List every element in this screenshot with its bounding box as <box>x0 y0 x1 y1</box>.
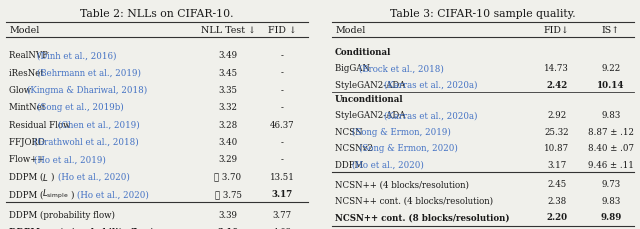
Text: 8.87 ± .12: 8.87 ± .12 <box>588 127 634 136</box>
Text: (Grathwohl et al., 2018): (Grathwohl et al., 2018) <box>34 137 138 146</box>
Text: NCSN++ cont. (8 blocks/resolution): NCSN++ cont. (8 blocks/resolution) <box>335 212 509 221</box>
Text: Flow++: Flow++ <box>10 155 47 164</box>
Text: 9.46 ± .11: 9.46 ± .11 <box>588 160 634 169</box>
Text: BigGAN: BigGAN <box>335 64 373 73</box>
Text: 3.49: 3.49 <box>218 51 237 60</box>
Text: 9.83: 9.83 <box>602 111 621 120</box>
Text: (Ho et al., 2020): (Ho et al., 2020) <box>77 189 149 198</box>
Text: DDPM cont. (probability flow): DDPM cont. (probability flow) <box>10 227 155 229</box>
Text: NCSN: NCSN <box>335 127 365 136</box>
Text: -: - <box>281 137 284 146</box>
Text: RealNVP: RealNVP <box>10 51 51 60</box>
Text: iResNet: iResNet <box>10 68 47 77</box>
Text: Model: Model <box>335 26 365 35</box>
Text: $L_\mathrm{simple}$: $L_\mathrm{simple}$ <box>42 187 68 200</box>
Text: (Kingma & Dhariwal, 2018): (Kingma & Dhariwal, 2018) <box>27 85 147 95</box>
Text: Table 3: CIFAR-10 sample quality.: Table 3: CIFAR-10 sample quality. <box>390 9 575 19</box>
Text: (Dinh et al., 2016): (Dinh et al., 2016) <box>37 51 116 60</box>
Text: 3.45: 3.45 <box>218 68 237 77</box>
Text: -: - <box>281 51 284 60</box>
Text: ⩽ 3.70: ⩽ 3.70 <box>214 172 241 181</box>
Text: ): ) <box>71 189 77 198</box>
Text: Residual Flow: Residual Flow <box>10 120 74 129</box>
Text: -: - <box>281 103 284 112</box>
Text: FID ↓: FID ↓ <box>268 26 297 35</box>
Text: 3.32: 3.32 <box>218 103 237 112</box>
Text: 3.39: 3.39 <box>218 210 237 219</box>
Text: 3.17: 3.17 <box>547 160 566 169</box>
Text: 2.42: 2.42 <box>546 80 567 89</box>
Text: (Ho et al., 2020): (Ho et al., 2020) <box>353 160 424 169</box>
Text: 9.22: 9.22 <box>602 64 621 73</box>
Text: 25.32: 25.32 <box>545 127 569 136</box>
Text: $L$: $L$ <box>42 171 48 182</box>
Text: FFJORD: FFJORD <box>10 137 48 146</box>
Text: 9.83: 9.83 <box>602 196 621 205</box>
Text: 9.89: 9.89 <box>600 212 621 221</box>
Text: 14.73: 14.73 <box>545 64 569 73</box>
Text: -: - <box>281 68 284 77</box>
Text: (Karras et al., 2020a): (Karras et al., 2020a) <box>383 80 477 89</box>
Text: Model: Model <box>10 26 40 35</box>
Text: 3.77: 3.77 <box>273 210 292 219</box>
Text: FID↓: FID↓ <box>544 26 570 35</box>
Text: MintNet: MintNet <box>10 103 48 112</box>
Text: DDPM (probability flow): DDPM (probability flow) <box>10 210 115 219</box>
Text: ): ) <box>51 172 57 181</box>
Text: NLL Test ↓: NLL Test ↓ <box>200 26 255 35</box>
Text: Conditional: Conditional <box>335 48 392 57</box>
Text: StyleGAN2-ADA: StyleGAN2-ADA <box>335 80 408 89</box>
Text: NCSN++ cont. (4 blocks/resolution): NCSN++ cont. (4 blocks/resolution) <box>335 196 493 205</box>
Text: -: - <box>281 155 284 164</box>
Text: 3.28: 3.28 <box>218 120 237 129</box>
Text: 2.38: 2.38 <box>547 196 566 205</box>
Text: DDPM: DDPM <box>335 160 366 169</box>
Text: 3.17: 3.17 <box>272 189 293 198</box>
Text: StyleGAN2-ADA: StyleGAN2-ADA <box>335 111 408 120</box>
Text: Unconditional: Unconditional <box>335 94 404 103</box>
Text: 3.40: 3.40 <box>218 137 237 146</box>
Text: -: - <box>281 86 284 95</box>
Text: 8.40 ± .07: 8.40 ± .07 <box>588 144 634 153</box>
Text: 46.37: 46.37 <box>270 120 294 129</box>
Text: 3.29: 3.29 <box>218 155 237 164</box>
Text: (Chen et al., 2019): (Chen et al., 2019) <box>58 120 140 129</box>
Text: ⩽ 3.75: ⩽ 3.75 <box>214 189 241 198</box>
Text: 2.20: 2.20 <box>546 212 567 221</box>
Text: IS↑: IS↑ <box>602 26 620 35</box>
Text: (Karras et al., 2020a): (Karras et al., 2020a) <box>383 111 477 120</box>
Text: (Song & Ermon, 2020): (Song & Ermon, 2020) <box>359 143 458 153</box>
Text: 10.14: 10.14 <box>597 80 625 89</box>
Text: 9.73: 9.73 <box>602 180 621 188</box>
Text: 2.45: 2.45 <box>547 180 566 188</box>
Text: 3.35: 3.35 <box>218 86 237 95</box>
Text: (Ho et al., 2020): (Ho et al., 2020) <box>58 172 129 181</box>
Text: Table 2: NLLs on CIFAR-10.: Table 2: NLLs on CIFAR-10. <box>81 9 234 19</box>
Text: Glow: Glow <box>10 86 35 95</box>
Text: (Ho et al., 2019): (Ho et al., 2019) <box>34 155 106 164</box>
Text: DDPM (: DDPM ( <box>10 189 44 198</box>
Text: 10.87: 10.87 <box>544 144 569 153</box>
Text: NCSNv2: NCSNv2 <box>335 144 376 153</box>
Text: (Behrmann et al., 2019): (Behrmann et al., 2019) <box>37 68 141 77</box>
Text: 3.10: 3.10 <box>218 227 239 229</box>
Text: (Song et al., 2019b): (Song et al., 2019b) <box>37 103 124 112</box>
Text: 2.92: 2.92 <box>547 111 566 120</box>
Text: DDPM (: DDPM ( <box>10 172 44 181</box>
Text: 13.51: 13.51 <box>270 172 295 181</box>
Text: (Song & Ermon, 2019): (Song & Ermon, 2019) <box>353 127 451 136</box>
Text: NCSN++ (4 blocks/resolution): NCSN++ (4 blocks/resolution) <box>335 180 469 188</box>
Text: (Brock et al., 2018): (Brock et al., 2018) <box>359 64 444 73</box>
Text: 4.02: 4.02 <box>273 227 292 229</box>
